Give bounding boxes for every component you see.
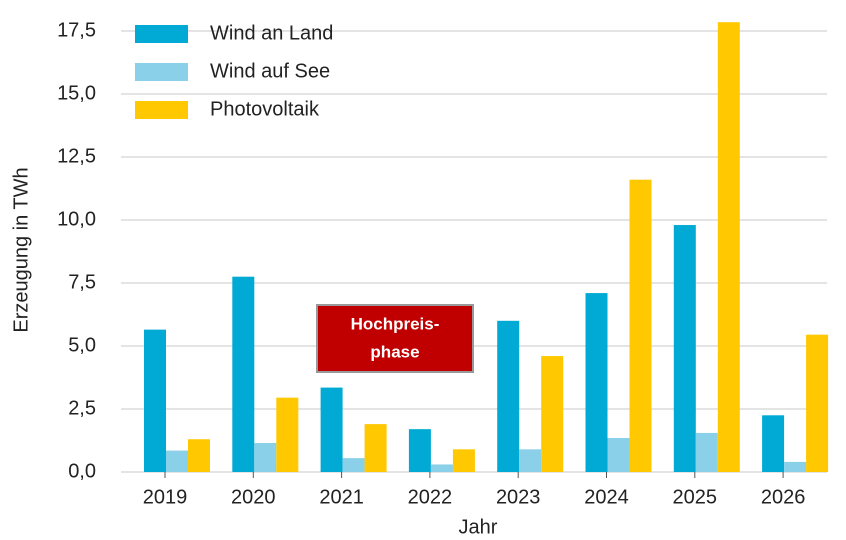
bar xyxy=(408,429,431,472)
x-tick-label: 2026 xyxy=(761,486,806,508)
legend-label: Photovoltaik xyxy=(210,98,320,120)
annotation-box xyxy=(316,304,474,373)
legend-swatch xyxy=(135,101,188,119)
legend-label: Wind an Land xyxy=(210,22,333,44)
y-tick-label: 2,5 xyxy=(68,397,96,419)
bar xyxy=(166,450,188,472)
bar xyxy=(497,320,520,472)
x-tick-label: 2022 xyxy=(408,486,453,508)
bar xyxy=(144,329,166,472)
y-tick-label: 0,0 xyxy=(68,460,96,482)
y-tick-label: 15,0 xyxy=(57,82,96,104)
x-axis-label: Jahr xyxy=(459,516,498,538)
y-axis-label: Erzeugung in TWh xyxy=(10,167,32,332)
legend-swatch xyxy=(135,25,188,43)
bar xyxy=(188,439,210,472)
bar xyxy=(452,449,475,472)
bar xyxy=(695,432,718,472)
bar xyxy=(232,276,255,472)
bar xyxy=(519,449,542,472)
bar xyxy=(762,415,785,472)
bar xyxy=(629,179,652,472)
bar xyxy=(541,356,564,472)
bar xyxy=(806,334,829,472)
y-tick-label: 7,5 xyxy=(68,271,96,293)
bar xyxy=(430,464,453,472)
bar xyxy=(784,461,807,472)
y-tick-label: 17,5 xyxy=(57,19,96,41)
bar xyxy=(717,22,740,473)
bar xyxy=(320,387,343,472)
legend-label: Wind auf See xyxy=(210,60,330,82)
bar xyxy=(342,458,365,472)
annotation-text: Hochpreis- xyxy=(351,314,440,333)
bar xyxy=(673,225,696,472)
bar xyxy=(607,437,630,472)
bar xyxy=(364,424,387,472)
bar xyxy=(276,397,299,472)
y-tick-label: 5,0 xyxy=(68,334,96,356)
y-tick-label: 12,5 xyxy=(57,145,96,167)
bar xyxy=(585,293,608,472)
x-tick-label: 2025 xyxy=(673,486,718,508)
legend-swatch xyxy=(135,63,188,81)
bar xyxy=(254,443,277,472)
x-tick-label: 2024 xyxy=(584,486,629,508)
x-tick-label: 2019 xyxy=(143,486,188,508)
y-tick-label: 10,0 xyxy=(57,208,96,230)
annotation-text: phase xyxy=(370,342,419,361)
x-tick-label: 2020 xyxy=(231,486,276,508)
x-tick-label: 2021 xyxy=(319,486,364,508)
x-tick-label: 2023 xyxy=(496,486,541,508)
